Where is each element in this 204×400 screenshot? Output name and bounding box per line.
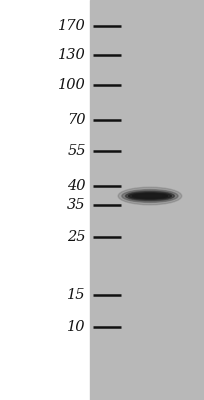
Text: 10: 10 xyxy=(67,320,86,334)
Text: 100: 100 xyxy=(58,78,86,92)
Ellipse shape xyxy=(128,192,172,200)
Ellipse shape xyxy=(122,190,178,202)
Bar xyxy=(90,0,204,400)
Ellipse shape xyxy=(118,187,182,205)
Text: 170: 170 xyxy=(58,19,86,33)
Text: 70: 70 xyxy=(67,113,86,127)
Text: 130: 130 xyxy=(58,48,86,62)
Ellipse shape xyxy=(125,191,174,201)
Text: 40: 40 xyxy=(67,179,86,193)
Text: 25: 25 xyxy=(67,230,86,244)
Ellipse shape xyxy=(132,194,167,198)
Text: 15: 15 xyxy=(67,288,86,302)
Text: 55: 55 xyxy=(67,144,86,158)
Text: 35: 35 xyxy=(67,198,86,212)
